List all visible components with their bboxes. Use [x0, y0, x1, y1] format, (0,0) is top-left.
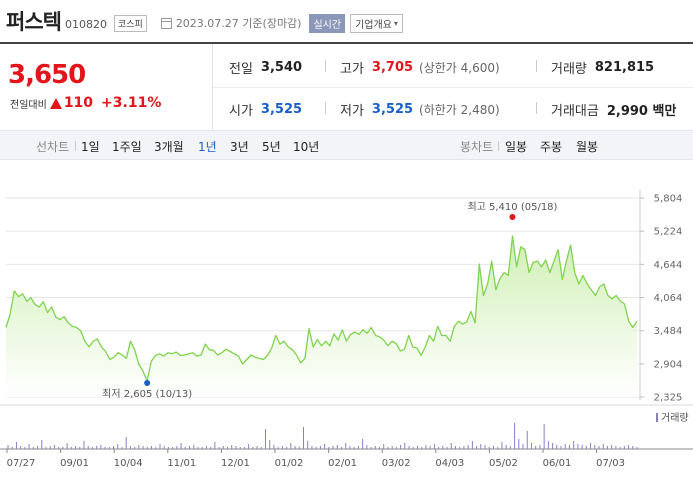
x-tick-label: 10/04 [114, 458, 143, 469]
amount-label: 거래대금 [551, 104, 599, 119]
change-value: 110 [63, 95, 94, 111]
upper-limit: (상한가 4,600) [419, 61, 500, 75]
divider [536, 102, 537, 114]
amount-value: 2,990 백만 [606, 104, 677, 119]
volume-legend-label: 거래량 [661, 412, 689, 424]
low-value: 3,525 [371, 102, 414, 117]
open-price: 시가 3,525 [229, 100, 302, 119]
divider [325, 102, 326, 114]
prev-close-label: 전일 [229, 62, 253, 77]
high-value: 3,705 [371, 60, 414, 75]
prev-close: 전일 3,540 [229, 58, 302, 77]
stock-header: 퍼스텍 010820 코스피 2023.07.27 기준(장마감) 실시간 기업… [0, 0, 693, 42]
high-label: 고가 [340, 62, 364, 77]
high-price: 고가 3,705 (상한가 4,600) [340, 58, 500, 77]
header-divider [0, 42, 693, 44]
realtime-button[interactable]: 실시간 [309, 13, 346, 33]
open-value: 3,525 [260, 102, 303, 117]
chevron-down-icon: ▾ [393, 18, 398, 28]
tab-1d[interactable]: 1일 [81, 140, 100, 154]
line-chart-label: 선차트 [36, 140, 70, 154]
x-tick-label: 12/01 [221, 458, 250, 469]
volume: 거래량 821,815 [551, 58, 654, 77]
trade-amount: 거래대금 2,990 백만 [551, 100, 676, 119]
tab-5y[interactable]: 5년 [262, 140, 281, 154]
x-tick-label: 11/01 [167, 458, 196, 469]
x-tick-label: 07/27 [7, 458, 36, 469]
up-arrow-icon [49, 97, 62, 109]
x-tick-label: 02/01 [328, 458, 357, 469]
y-tick-label: 4,064 [654, 293, 683, 304]
tab-3y[interactable]: 3년 [230, 140, 249, 154]
y-tick-label: 2,325 [654, 393, 683, 404]
y-tick-label: 2,904 [654, 359, 683, 370]
company-overview-label: 기업개요 [355, 19, 392, 31]
y-tick-label: 5,804 [654, 194, 683, 205]
tab-daily[interactable]: 일봉 [505, 140, 528, 154]
divider [498, 141, 499, 151]
tab-3m[interactable]: 3개월 [154, 140, 184, 154]
change-label: 전일대비 [10, 99, 47, 111]
x-tick-label: 07/03 [596, 458, 625, 469]
price-info-grid: 전일 3,540 고가 3,705 (상한가 4,600) 거래량 821,81… [213, 44, 693, 130]
calendar-icon [160, 17, 172, 29]
min-point-marker [144, 379, 151, 386]
tab-1y[interactable]: 1년 [198, 140, 217, 154]
x-tick-label: 06/01 [543, 458, 572, 469]
stock-name: 퍼스텍 [6, 10, 62, 34]
divider [75, 141, 76, 151]
change-percent: +3.11% [101, 95, 162, 111]
current-price: 3,650 [8, 60, 86, 90]
lower-limit: (하한가 2,480) [419, 103, 500, 117]
price-line [5, 235, 638, 382]
min-point-label: 최저 2,605 (10/13) [102, 388, 192, 400]
change-row: 전일대비 110 +3.11% [10, 95, 161, 111]
candle-chart-label: 봉차트 [460, 140, 494, 154]
y-tick-label: 4,644 [654, 260, 683, 271]
max-point-label: 최고 5,410 (05/18) [467, 201, 557, 213]
x-tick-label: 09/01 [60, 458, 89, 469]
row-divider [213, 87, 693, 88]
max-point-marker [509, 214, 516, 220]
prev-close-value: 3,540 [260, 60, 303, 75]
tab-weekly[interactable]: 주봉 [540, 140, 563, 154]
volume-legend-swatch [656, 413, 658, 422]
tab-1w[interactable]: 1주일 [112, 140, 142, 154]
x-tick-label: 04/03 [435, 458, 464, 469]
volume-value: 821,815 [594, 60, 655, 75]
tab-10y[interactable]: 10년 [293, 140, 320, 154]
divider [536, 60, 537, 72]
x-tick-label: 01/02 [275, 458, 304, 469]
company-overview-dropdown[interactable]: 기업개요 ▾ [350, 13, 403, 33]
stock-code: 010820 [64, 17, 107, 31]
market-badge: 코스피 [113, 14, 147, 32]
tab-monthly[interactable]: 월봉 [576, 140, 599, 154]
low-price: 저가 3,525 (하한가 2,480) [340, 100, 500, 119]
x-tick-label: 05/02 [489, 458, 518, 469]
low-label: 저가 [340, 104, 364, 119]
volume-label: 거래량 [551, 62, 587, 77]
base-date: 2023.07.27 기준(장마감) [175, 17, 302, 30]
y-tick-label: 5,224 [654, 227, 683, 238]
divider [325, 60, 326, 72]
y-tick-label: 3,484 [654, 326, 683, 337]
price-area [6, 236, 637, 397]
open-label: 시가 [229, 104, 253, 119]
price-summary: 3,650 전일대비 110 +3.11% [0, 44, 213, 130]
chart-period-tabs: 선차트 1일 1주일 3개월 1년 3년 5년 10년 봉차트 일봉 주봉 월봉 [0, 130, 693, 160]
x-tick-label: 03/02 [382, 458, 411, 469]
